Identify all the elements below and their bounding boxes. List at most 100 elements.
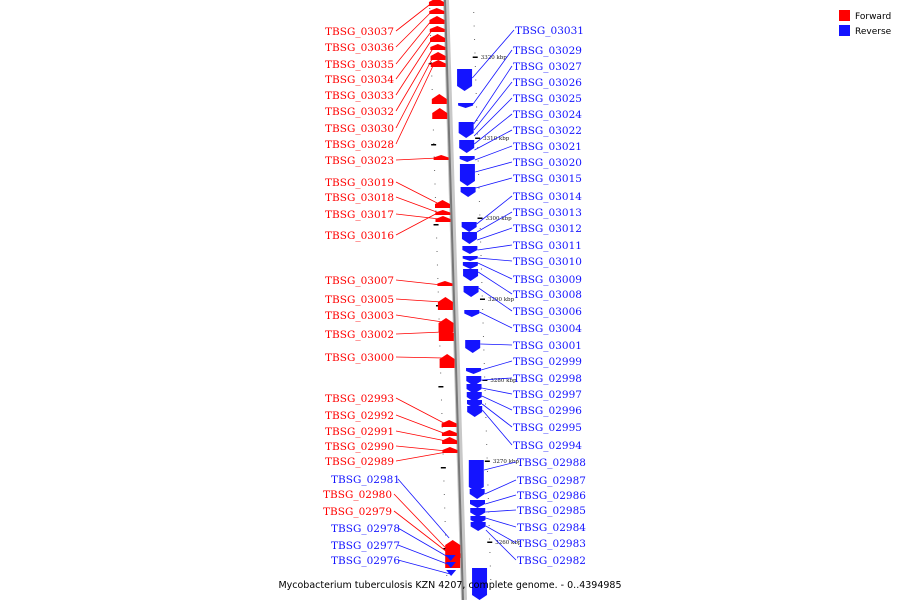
grid-dot [483,363,485,364]
reverse-label-leader [477,227,513,241]
reverse-gene-label: TBSG_03026 [513,77,582,89]
reverse-gene-arrow [463,269,479,281]
forward-gene-label: TBSG_03018 [325,192,394,204]
reverse-label-leader [397,527,450,559]
scale-ticks: 3320 kbp 3310 kbp 3300 kbp 3290 kbp 3280 kbp… [428,55,522,550]
legend-label-forward: Forward [855,12,891,22]
reverse-label-leader [472,49,513,105]
tick-label: 3290 kbp [488,297,515,303]
forward-gene-arrow [437,297,453,310]
reverse-gene-arrow [459,156,475,162]
reverse-gene-label: TBSG_03010 [513,256,582,268]
reverse-label-leader [476,195,513,225]
reverse-label-leader [479,311,513,329]
forward-label-leader [395,414,447,435]
forward-gene-label: TBSG_03002 [325,329,394,341]
grid-dot [433,156,435,158]
forward-gene-labels: TBSG_03037 TBSG_03036 TBSG_03035 TBSG_03034… [323,1,451,575]
grid-dot [480,268,482,270]
grid-dot [439,345,441,347]
reverse-gene-label: TBSG_02999 [513,356,582,368]
reverse-gene-arrow [445,555,456,561]
reverse-gene-label: TBSG_03014 [513,191,582,203]
reverse-label-leader [481,403,513,428]
reverse-label-leader [485,494,517,505]
reverse-gene-arrow [466,376,482,386]
forward-gene-arrow [435,216,451,222]
grid-dot [437,291,439,293]
grid-dot [434,183,436,185]
genome-backbone [444,0,464,600]
reverse-gene-arrow [472,568,488,600]
forward-label-leader [395,331,443,335]
forward-label-leader [395,196,440,214]
grid-dot [482,309,484,310]
reverse-gene-label: TBSG_03029 [513,45,582,57]
grid-dot [476,133,478,135]
forward-label-leader [395,9,434,48]
grid-dot [443,494,445,495]
reverse-label-leader [480,343,513,346]
reverse-gene-arrow [458,122,474,138]
grid-dot [476,106,478,108]
forward-gene-label: TBSG_02992 [325,410,394,422]
reverse-gene-arrow [457,69,473,91]
reverse-label-leader [477,271,513,295]
reverse-gene-arrow [445,562,456,568]
reverse-label-leader [480,360,513,371]
grid-dot [435,210,437,212]
grid-dot [482,322,484,324]
tick-label: 3320 kbp [481,55,508,61]
reverse-gene-label: TBSG_03020 [513,157,582,169]
grid-dot [484,403,486,405]
forward-gene-arrow [442,447,458,453]
forward-label-leader [393,493,450,553]
forward-gene-label: TBSG_03032 [325,106,394,118]
legend-swatch-forward [839,10,850,21]
forward-label-leader [395,451,447,462]
grid-dot [487,471,489,472]
grid-dot [431,75,433,77]
forward-label-leader [395,1,434,32]
forward-label-leader [395,53,435,129]
grid-dot [489,565,491,567]
reverse-gene-arrow [446,570,457,576]
grid-dot [474,66,476,67]
reverse-gene-arrow [462,246,478,254]
reverse-gene-arrow [458,103,474,108]
grid-dot [475,93,477,94]
forward-gene-label: TBSG_03028 [325,139,394,151]
grid-dot [437,278,439,279]
grid-dot [433,143,435,144]
reverse-gene-label: TBSG_02988 [517,457,586,469]
forward-label-leader [395,45,435,112]
forward-gene-arrow [433,155,449,160]
grid-dot [488,525,490,526]
reverse-label-leader [477,244,513,251]
legend-swatch-reverse [839,25,850,36]
forward-gene-label: TBSG_02991 [325,426,394,438]
reverse-gene-label: TBSG_02996 [513,405,582,417]
grid-dot [481,282,483,283]
forward-gene-arrow [429,8,445,14]
grid-dot [431,89,433,90]
reverse-label-leader [475,161,513,173]
tick-label: 3260 kbp [495,540,522,546]
grid-dot [478,187,480,189]
grid-dot [484,390,486,391]
reverse-gene-label: TBSG_02995 [513,422,582,434]
grid-dot [487,484,489,486]
reverse-label-leader [485,509,517,513]
reverse-gene-arrow [469,489,485,499]
reverse-gene-arrow [470,522,486,531]
tick-mark [472,56,478,58]
grid-dot [474,39,476,40]
grid-dot [478,201,480,202]
reverse-label-leader [477,257,513,262]
reverse-gene-arrow [466,392,482,402]
grid-dot [473,25,475,27]
grid-dot [440,372,442,374]
grid-dot [482,336,484,337]
reverse-gene-arrow [459,140,475,153]
forward-gene-label: TBSG_03033 [325,90,394,102]
